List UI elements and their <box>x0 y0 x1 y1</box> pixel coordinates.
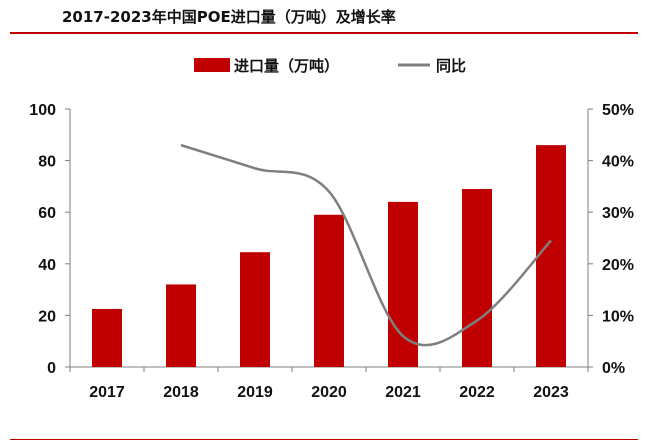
left-tick-label: 40 <box>38 257 56 274</box>
footer-rule <box>10 439 638 440</box>
left-tick-label: 100 <box>29 102 56 119</box>
legend-bar-label: 进口量（万吨） <box>234 57 339 75</box>
x-tick-label: 2021 <box>385 384 421 401</box>
tick-labels: 2017 2018 2019 2020 2021 2022 2023 0 20 40 60 80 100… <box>29 102 634 401</box>
right-tick-label: 30% <box>602 205 634 222</box>
right-tick-label: 40% <box>602 154 634 171</box>
right-tick-label: 20% <box>602 257 634 274</box>
left-tick-label: 0 <box>47 360 56 377</box>
legend: 进口量（万吨） 同比 <box>194 57 466 75</box>
x-tick-label: 2017 <box>89 384 125 401</box>
left-tick-label: 60 <box>38 205 56 222</box>
chart-title: 2017-2023年中国POE进口量（万吨）及增长率 <box>62 8 396 26</box>
yoy-growth-line <box>180 143 552 347</box>
left-tick-label: 20 <box>38 308 56 325</box>
right-tick-label: 0% <box>602 360 625 377</box>
line-series <box>180 143 552 347</box>
right-tick-label: 10% <box>602 308 634 325</box>
x-tick-label: 2022 <box>459 384 495 401</box>
bar-2020 <box>314 214 344 367</box>
x-tick-label: 2019 <box>237 384 273 401</box>
x-tick-label: 2020 <box>311 384 347 401</box>
title-rule <box>10 32 638 34</box>
bar-2021 <box>388 201 418 367</box>
legend-bar-swatch <box>194 58 230 72</box>
bar-2022 <box>462 188 492 367</box>
x-tick-label: 2018 <box>163 384 199 401</box>
bar-2019 <box>240 252 270 367</box>
left-tick-label: 80 <box>38 154 56 171</box>
bar-2018 <box>166 284 196 367</box>
x-tick-label: 2023 <box>533 384 569 401</box>
bar-2023 <box>536 145 566 367</box>
right-tick-label: 50% <box>602 102 634 119</box>
legend-line-label: 同比 <box>436 57 466 75</box>
bar-series <box>92 145 566 367</box>
bar-2017 <box>92 308 122 367</box>
